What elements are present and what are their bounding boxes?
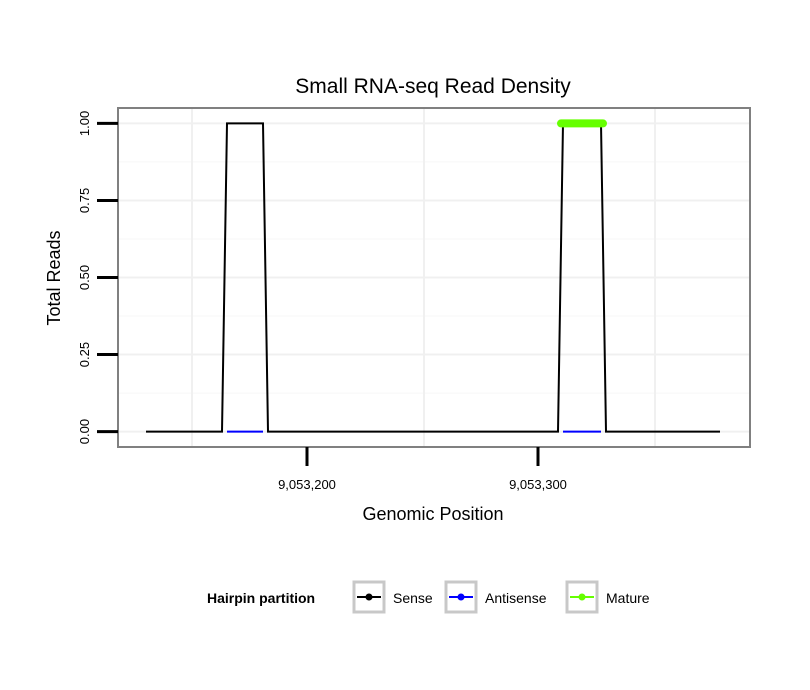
- y-axis: 0.00 0.25 0.50 0.75 1.00: [77, 111, 118, 444]
- chart-title: Small RNA-seq Read Density: [295, 75, 571, 98]
- y-tick-label: 0.00: [77, 419, 92, 444]
- legend-title: Hairpin partition: [207, 590, 315, 606]
- legend-label-mature: Mature: [606, 590, 650, 606]
- legend-label-sense: Sense: [393, 590, 433, 606]
- y-tick-label: 1.00: [77, 111, 92, 136]
- legend-key-point: [457, 593, 465, 601]
- y-tick-label: 0.75: [77, 188, 92, 213]
- legend: Sense Antisense Mature: [352, 580, 650, 614]
- y-axis-title: Total Reads: [44, 230, 64, 325]
- legend-key-point: [578, 593, 586, 601]
- legend-key-point: [365, 593, 373, 601]
- x-tick-label: 9,053,200: [278, 477, 336, 492]
- legend-label-antisense: Antisense: [485, 590, 547, 606]
- y-tick-label: 0.25: [77, 342, 92, 367]
- x-tick-label: 9,053,300: [509, 477, 567, 492]
- series-sense-line: [146, 122, 720, 433]
- x-axis-title: Genomic Position: [362, 504, 503, 524]
- plot-grid: [118, 108, 750, 447]
- series-layer: [146, 119, 720, 433]
- x-axis: 9,053,200 9,053,300: [278, 447, 567, 492]
- y-tick-label: 0.50: [77, 265, 92, 290]
